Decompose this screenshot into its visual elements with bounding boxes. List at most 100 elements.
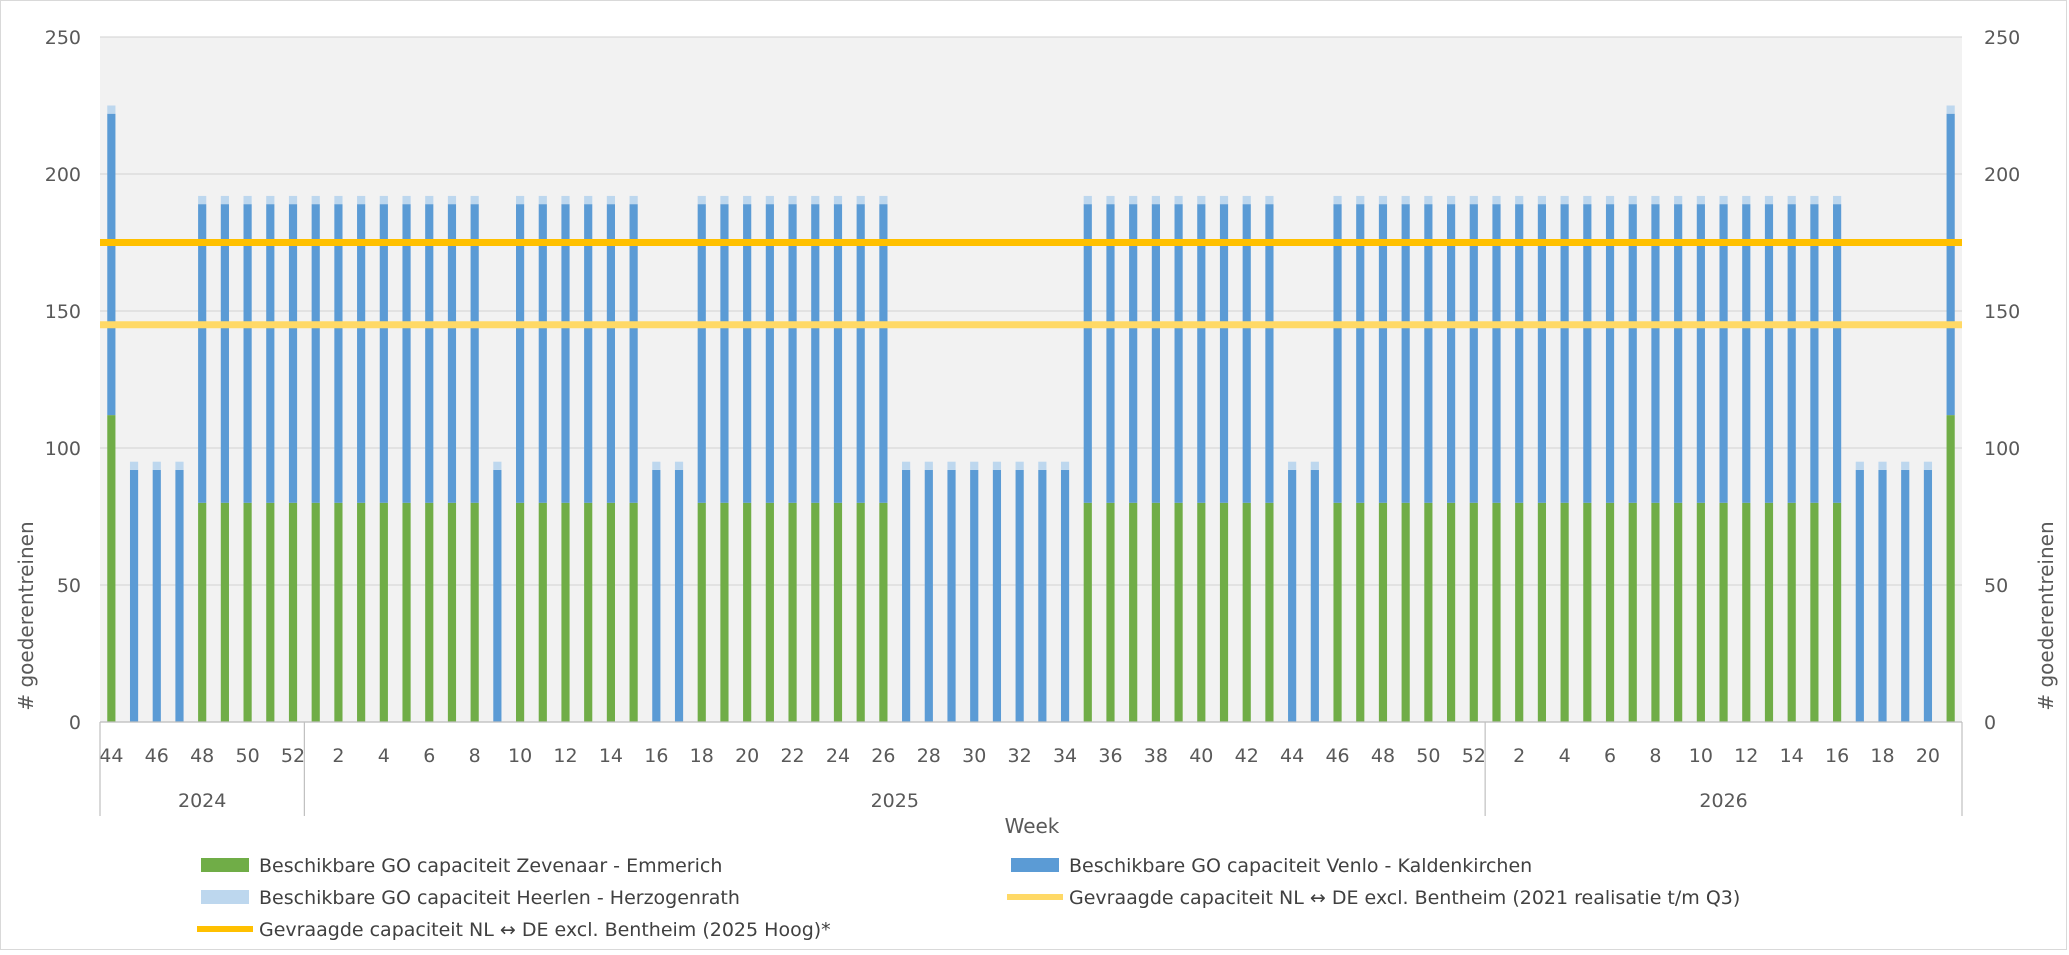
bar-series3-38 <box>947 461 956 470</box>
bar-series3-28 <box>720 195 729 205</box>
bar-series3-5 <box>198 195 207 205</box>
bar-series1-76 <box>1810 502 1819 722</box>
bar-series1-46 <box>1129 502 1138 722</box>
legend-label-1: Beschikbare GO capaciteit Zevenaar - Emm… <box>259 855 722 877</box>
bar-series2-2 <box>129 469 139 722</box>
bar-series3-59 <box>1424 195 1433 205</box>
bar-series2-62 <box>1492 204 1501 503</box>
x-tick-label: 28 <box>917 745 941 767</box>
bar-series3-81 <box>1923 461 1933 470</box>
x-tick-label: 42 <box>1235 745 1259 767</box>
bar-series2-57 <box>1378 204 1388 503</box>
bar-series2-12 <box>357 204 366 503</box>
bar-series2-13 <box>379 204 388 503</box>
x-tick-label: 20 <box>1916 745 1940 767</box>
bar-series1-65 <box>1560 502 1569 722</box>
reference-lines <box>100 239 1962 329</box>
x-tick-label: 52 <box>281 745 305 767</box>
bar-series3-54 <box>1310 461 1319 470</box>
x-tick-label: 22 <box>780 745 804 767</box>
bar-series3-63 <box>1515 195 1524 205</box>
y-tick-label-right: 200 <box>1984 164 2020 186</box>
bar-series3-23 <box>606 195 616 205</box>
bar-series2-34 <box>856 204 865 503</box>
bar-series2-48 <box>1174 204 1183 503</box>
bar-series1-64 <box>1537 502 1547 722</box>
bar-series2-76 <box>1810 204 1819 503</box>
bar-series2-70 <box>1674 204 1683 503</box>
bar-series1-74 <box>1764 502 1774 722</box>
bar-series3-65 <box>1560 195 1569 205</box>
bar-series1-12 <box>357 502 366 722</box>
bar-series3-18 <box>493 461 502 470</box>
bar-series3-69 <box>1651 195 1660 205</box>
bar-series2-6 <box>220 204 229 503</box>
x-tick-label: 30 <box>962 745 986 767</box>
x-tick-label: 48 <box>1371 745 1395 767</box>
bar-series3-52 <box>1265 195 1274 205</box>
x-tick-label: 12 <box>1734 745 1758 767</box>
bar-series1-71 <box>1696 502 1705 722</box>
bar-series2-42 <box>1038 469 1047 722</box>
bar-series3-61 <box>1469 195 1478 205</box>
legend-swatch-3 <box>201 890 249 904</box>
bar-series2-73 <box>1742 204 1751 503</box>
bar-series2-71 <box>1696 204 1705 503</box>
bar-series3-20 <box>538 195 547 205</box>
bar-series1-75 <box>1787 502 1796 722</box>
bar-series1-30 <box>765 502 774 722</box>
bar-series3-60 <box>1446 195 1456 205</box>
bar-series2-5 <box>198 204 207 503</box>
bar-series2-17 <box>470 204 479 503</box>
bar-series3-24 <box>629 195 638 205</box>
bar-series3-40 <box>992 461 1002 470</box>
bar-series2-3 <box>152 469 161 722</box>
legend-swatch-1 <box>201 858 249 872</box>
bar-series3-14 <box>402 195 411 205</box>
x-tick-label: 6 <box>1604 745 1616 767</box>
bar-series3-34 <box>856 195 865 205</box>
bar-series3-41 <box>1015 461 1024 470</box>
bar-series2-18 <box>493 469 502 722</box>
bar-series3-73 <box>1742 195 1751 205</box>
bar-series2-68 <box>1628 204 1637 503</box>
x-tick-label: 32 <box>1008 745 1032 767</box>
bar-series2-65 <box>1560 204 1569 503</box>
x-tick-label: 8 <box>469 745 481 767</box>
bar-series1-1 <box>107 415 116 722</box>
bar-series3-77 <box>1833 195 1842 205</box>
bar-series2-30 <box>765 204 774 503</box>
bar-series3-46 <box>1129 195 1138 205</box>
bar-series2-4 <box>175 469 184 722</box>
bar-series3-3 <box>152 461 161 470</box>
x-tick-label: 34 <box>1053 745 1077 767</box>
bar-series3-72 <box>1719 195 1728 205</box>
x-tick-label: 26 <box>871 745 895 767</box>
y-tick-label-right: 100 <box>1984 438 2020 460</box>
x-tick-label: 20 <box>735 745 759 767</box>
bar-series3-44 <box>1083 195 1092 205</box>
bar-series1-29 <box>743 502 752 722</box>
bar-series3-15 <box>425 195 434 205</box>
bar-series1-8 <box>266 502 275 722</box>
legend: Beschikbare GO capaciteit Zevenaar - Emm… <box>197 855 1740 941</box>
bar-series1-63 <box>1515 502 1524 722</box>
bar-series2-74 <box>1764 204 1774 503</box>
bar-series1-56 <box>1356 502 1365 722</box>
bar-series3-8 <box>266 195 275 205</box>
bar-series3-30 <box>765 195 774 205</box>
year-label-2026: 2026 <box>1699 790 1747 812</box>
y-tick-label-right: 150 <box>1984 301 2020 323</box>
bar-series1-15 <box>425 502 434 722</box>
bar-series3-4 <box>175 461 184 470</box>
bar-series1-72 <box>1719 502 1728 722</box>
x-tick-label: 10 <box>508 745 532 767</box>
bar-series3-47 <box>1151 195 1160 205</box>
bar-series2-29 <box>743 204 752 503</box>
bar-series2-58 <box>1401 204 1410 503</box>
bar-series2-50 <box>1219 204 1229 503</box>
bar-series2-66 <box>1583 204 1592 503</box>
bar-series1-9 <box>288 502 298 722</box>
legend-swatch-2 <box>1011 858 1059 872</box>
